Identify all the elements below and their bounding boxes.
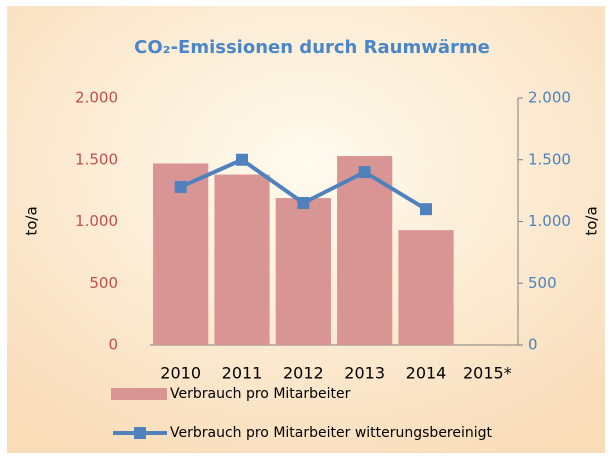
legend-label: Verbrauch pro Mitarbeiter witterungsbere… [170,425,493,441]
legend-swatch [111,388,167,400]
x-tick-label: 2010 [160,364,201,383]
bar [398,230,454,345]
y2-tick-label: 500 [528,274,557,292]
x-tick-label: 2012 [283,364,324,383]
line-marker [174,180,187,193]
y-tick-label: 500 [89,274,118,292]
y-axis-label: to/a [23,206,41,235]
y2-tick-label: 1.500 [528,150,571,168]
x-tick-label: 2014 [406,364,447,383]
x-tick-label: 2015* [463,364,512,383]
x-tick-label: 2013 [344,364,385,383]
x-tick-label: 2011 [222,364,263,383]
y-tick-label: 1.500 [75,150,118,168]
bar [214,174,270,345]
bar [337,156,393,345]
legend-label: Verbrauch pro Mitarbeiter [170,386,351,402]
y2-tick-label: 2.000 [528,89,571,107]
line-marker [236,153,248,166]
chart-title: CO₂-Emissionen durch Raumwärme [134,37,490,58]
y2-axis-label: to/a [583,206,601,235]
y-tick-label: 2.000 [75,89,118,107]
bar [275,198,331,345]
line-marker [297,196,310,209]
bar [153,163,209,345]
y2-tick-label: 1.000 [528,212,571,230]
y2-tick-label: 0 [528,336,538,354]
y-tick-label: 1.000 [75,212,118,230]
line-marker [420,203,432,216]
y-tick-label: 0 [108,336,118,354]
line-marker [358,166,371,179]
legend-swatch-marker [134,427,146,439]
